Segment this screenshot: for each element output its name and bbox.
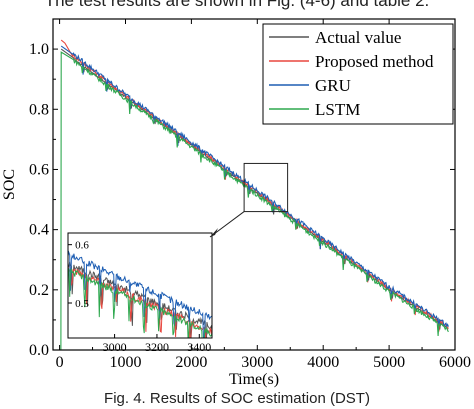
inset-x-tick-label: 3200 [145,340,169,354]
plot-frame [52,18,456,351]
x-tick-label: 5000 [373,354,405,371]
top-text: The test results are shown in Fig. (4-6)… [44,0,430,10]
legend-label: LSTM [315,100,360,119]
legend-box [262,23,454,125]
legend: Actual value Proposed method GRU LSTM [262,23,454,125]
inset-x-tick-label: 3400 [187,340,211,354]
legend-label: Actual value [315,28,401,47]
y-tick-label: 0.4 [29,222,49,239]
inset-x-tick-label: 3000 [103,340,127,354]
y-tick-label: 0.2 [29,282,49,299]
y-tick-label: 1.0 [29,41,49,58]
zoom-box [243,162,289,213]
inset-frame [67,232,213,339]
y-tick-label: 0.0 [29,342,49,359]
y-tick-label: 0.6 [29,161,49,178]
legend-label: Proposed method [315,52,434,71]
x-axis-label: Time(s) [229,371,279,388]
x-tick-label: 0 [56,354,64,371]
x-tick-label: 6000 [439,354,471,371]
x-tick-label: 3000 [241,354,273,371]
series-line-gru [60,45,449,328]
x-tick-label: 4000 [307,354,339,371]
x-tick-label: 1000 [109,354,141,371]
series-lines [60,39,449,350]
zoom-arrowhead [210,228,218,237]
inset-line-proposed-method [68,266,212,338]
inset-plot: 3000 3200 3400 0.5 0.6 [67,211,245,354]
series-line-lstm [60,51,449,350]
x-tick-label: 2000 [175,354,207,371]
inset-line-gru [68,250,212,338]
inset-line-actual-value [68,261,212,338]
y-tick-label: 0.8 [29,101,49,118]
y-axis-label: SOC [1,169,18,200]
figure-caption: Fig. 4. Results of SOC estimation (DST) [104,390,370,407]
inset-y-tick-label: 0.5 [75,298,89,310]
inset-y-tick-label: 0.6 [75,240,89,252]
legend-label: GRU [315,76,351,95]
